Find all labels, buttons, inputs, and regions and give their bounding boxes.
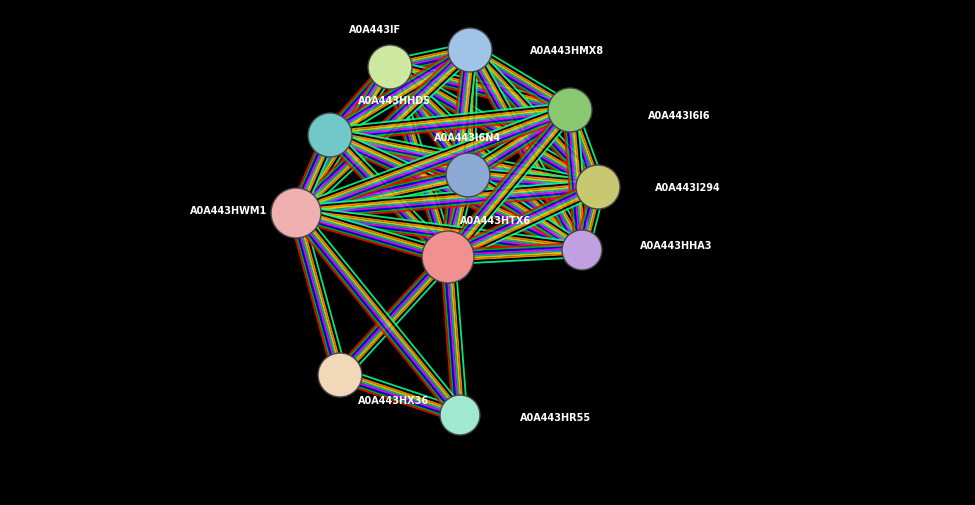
Text: A0A443HTX6: A0A443HTX6 <box>460 216 531 226</box>
Circle shape <box>446 154 490 197</box>
Text: A0A443HX36: A0A443HX36 <box>358 395 429 405</box>
Text: A0A443HR55: A0A443HR55 <box>520 412 591 422</box>
Text: A0A443I6N4: A0A443I6N4 <box>435 133 501 143</box>
Circle shape <box>271 189 321 238</box>
Text: A0A443I6I6: A0A443I6I6 <box>648 111 711 121</box>
Circle shape <box>422 231 474 283</box>
Circle shape <box>548 89 592 133</box>
Text: A0A443HMX8: A0A443HMX8 <box>530 46 604 56</box>
Circle shape <box>308 114 352 158</box>
Circle shape <box>576 166 620 210</box>
Text: A0A443I294: A0A443I294 <box>655 183 721 192</box>
Circle shape <box>368 46 412 90</box>
Text: A0A443IF: A0A443IF <box>349 25 401 35</box>
Text: A0A443HHA3: A0A443HHA3 <box>640 240 713 250</box>
Circle shape <box>440 395 480 435</box>
Text: A0A443HHD5: A0A443HHD5 <box>358 96 431 106</box>
Text: A0A443HWM1: A0A443HWM1 <box>190 206 267 216</box>
Circle shape <box>562 231 602 271</box>
Circle shape <box>318 354 362 397</box>
Circle shape <box>448 29 492 73</box>
